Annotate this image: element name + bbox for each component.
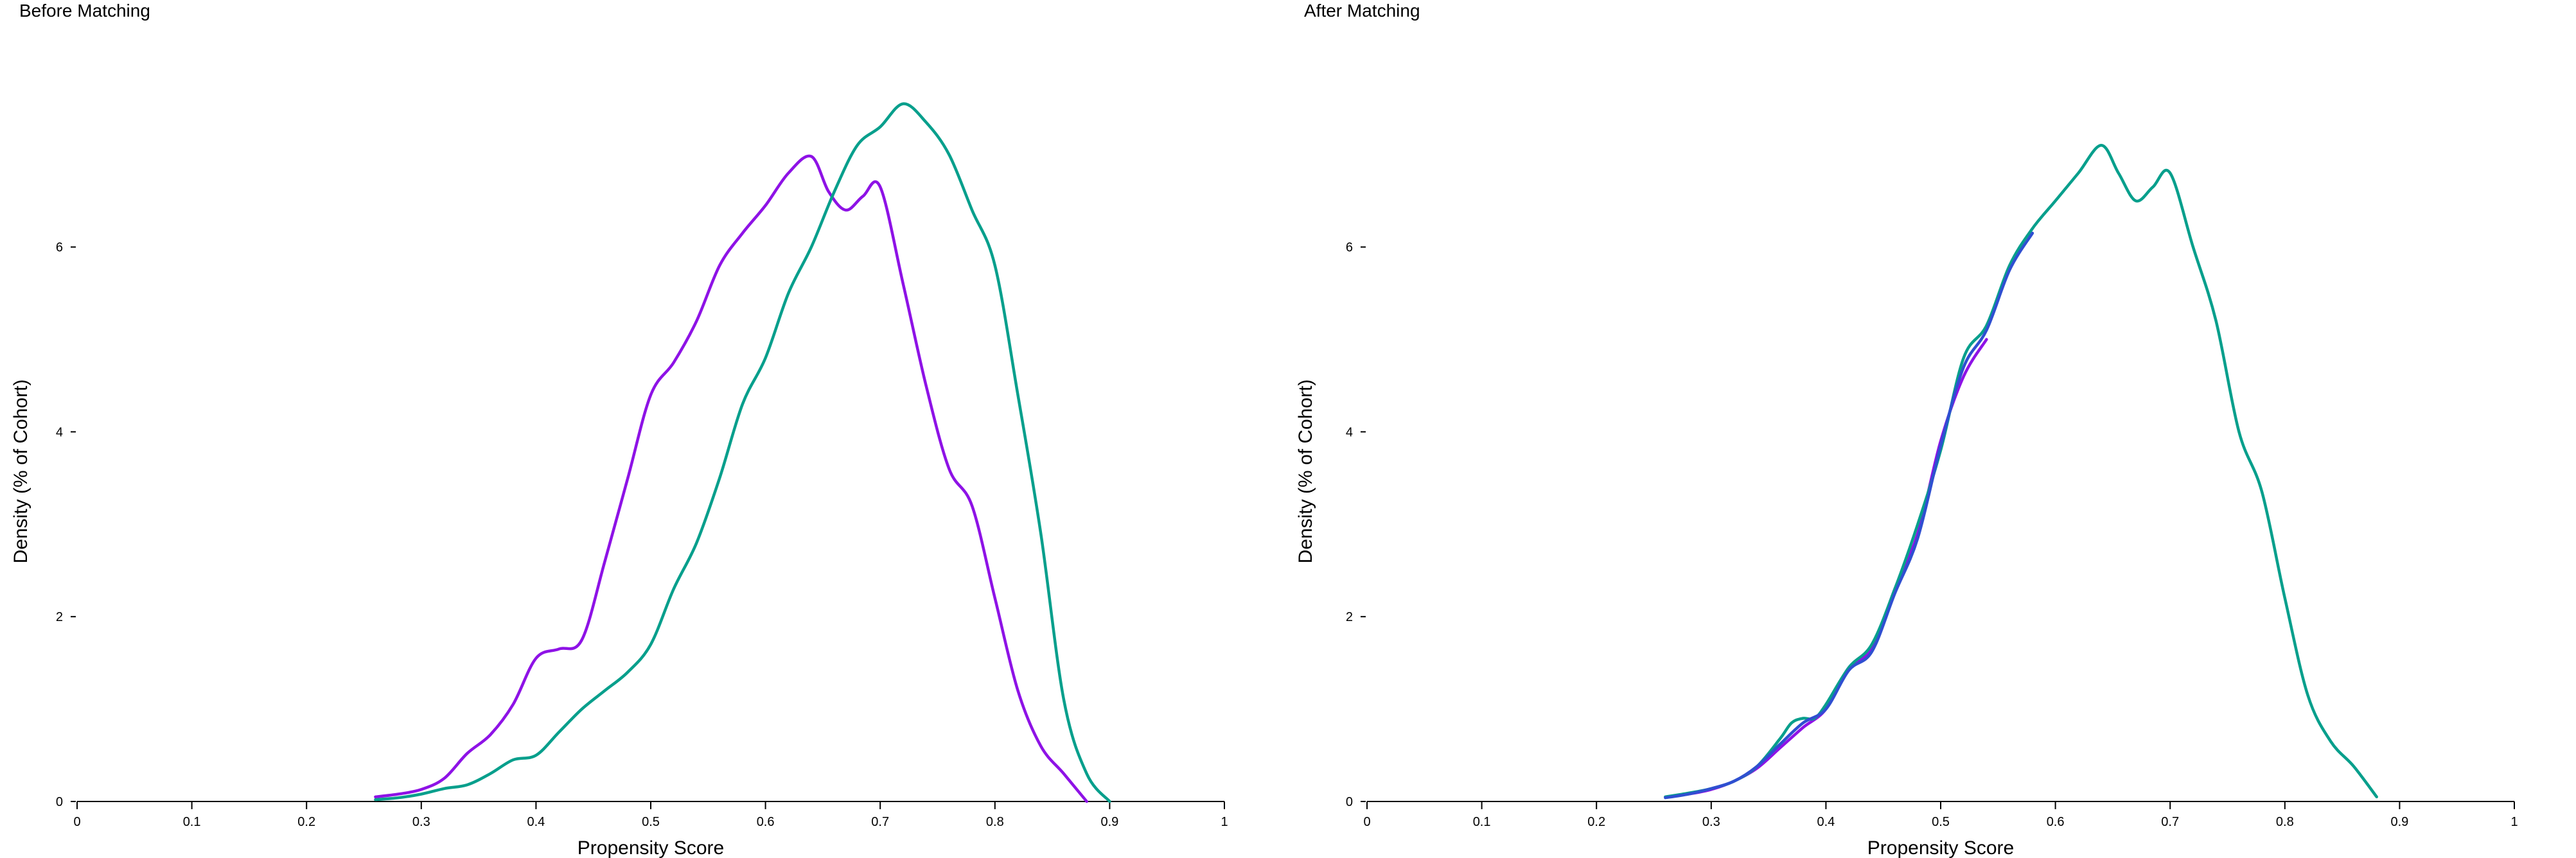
x-tick-label: 0.8	[986, 815, 1004, 829]
x-tick-label: 0.4	[1817, 815, 1835, 829]
series-line-3	[1664, 231, 2034, 800]
x-axis-label: Propensity Score	[1867, 837, 2014, 858]
x-tick-label: 0.7	[2161, 815, 2179, 829]
x-tick-label: 0.2	[1587, 815, 1605, 829]
x-tick-label: 0.5	[1932, 815, 1950, 829]
x-tick-label: 0.6	[2047, 815, 2065, 829]
series-line-2	[1664, 144, 2378, 799]
series-line-1	[1664, 338, 1988, 799]
y-tick-label: 4	[1346, 425, 1353, 439]
x-tick-label: 0.4	[527, 815, 545, 829]
y-tick-label: 6	[56, 241, 63, 255]
x-tick-label: 0.3	[412, 815, 430, 829]
x-tick-label: 0.1	[183, 815, 201, 829]
series-line-1	[374, 154, 1088, 803]
x-tick-label: 0.9	[2390, 815, 2408, 829]
x-tick-label: 0.1	[1473, 815, 1491, 829]
x-tick-label: 0.6	[757, 815, 775, 829]
y-tick-label: 2	[56, 610, 63, 624]
y-tick-label: 4	[56, 425, 63, 439]
y-tick-label: 6	[1346, 241, 1353, 255]
x-tick-label: 1	[2510, 815, 2518, 829]
x-tick-label: 0	[1363, 815, 1370, 829]
y-tick-label: 2	[1346, 610, 1353, 624]
series-line-2	[374, 102, 1111, 803]
chart-panel-1: Before Matching 0 0.1 0.2 0.3 0.4 0.5 0.6 0.7 0.8…	[10, 1, 1228, 858]
x-tick-label: 0.3	[1702, 815, 1720, 829]
x-tick-label: 0.8	[2276, 815, 2294, 829]
chart-title: After Matching	[1304, 1, 1420, 21]
x-tick-label: 0.9	[1100, 815, 1118, 829]
x-tick-label: 1	[1221, 815, 1228, 829]
y-axis-label: Density (% of Cohort)	[10, 380, 31, 564]
x-tick-label: 0	[73, 815, 80, 829]
y-axis-label: Density (% of Cohort)	[1295, 380, 1316, 564]
x-axis-label: Propensity Score	[578, 837, 724, 858]
chart-title: Before Matching	[19, 1, 150, 21]
x-tick-label: 0.5	[642, 815, 660, 829]
y-tick-label: 0	[1346, 795, 1353, 809]
y-tick-label: 0	[56, 795, 63, 809]
x-tick-label: 0.2	[297, 815, 315, 829]
chart-panel-2: After Matching 0 0.1 0.2 0.3 0.4 0.5 0.6 0.7 0.8 0…	[1295, 1, 2518, 858]
x-tick-label: 0.7	[871, 815, 889, 829]
